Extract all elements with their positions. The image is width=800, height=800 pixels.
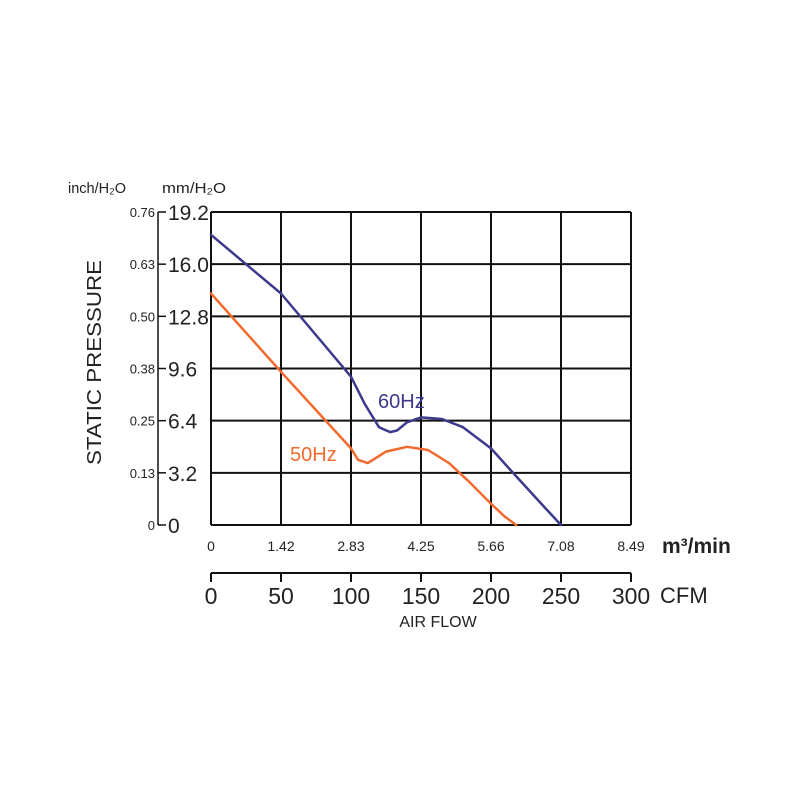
x-axis-title: AIR FLOW — [399, 614, 477, 631]
x-tick-label-m3min: 5.66 — [477, 538, 504, 554]
series-label-50hz: 50Hz — [290, 444, 337, 466]
y-tick-label-mm: 0 — [168, 515, 180, 538]
y-tick-label-inch: 0.50 — [130, 309, 155, 324]
y-tick-label-inch: 0.25 — [130, 414, 155, 429]
plot-grid — [210, 211, 632, 526]
performance-curves — [209, 233, 563, 527]
y-unit-primary-label: mm/H₂O — [162, 180, 226, 197]
x-unit-primary-label: CFM — [660, 583, 708, 608]
x-tick-label-cfm: 200 — [472, 583, 510, 609]
x-tick-label-cfm: 250 — [542, 583, 580, 609]
y-tick-label-mm: 9.6 — [168, 359, 197, 382]
x-tick-label-m3min: 8.49 — [617, 538, 644, 554]
y-tick-label-inch: 0.13 — [130, 466, 155, 481]
y-axis-title: STATIC PRESSURE — [84, 260, 106, 465]
y-tick-label-mm: 19.2 — [168, 202, 209, 225]
series-line-60hz — [209, 233, 563, 527]
x-tick-label-cfm: 100 — [332, 583, 370, 609]
x-tick-label-m3min: 7.08 — [547, 538, 574, 554]
x-tick-label-m3min: 2.83 — [337, 538, 364, 554]
x-tick-label-cfm: 0 — [205, 583, 218, 609]
y-unit-secondary-label: inch/H₂O — [68, 180, 126, 197]
y-tick-label-mm: 3.2 — [168, 463, 197, 486]
axes: 0 00.13 3.20.25 6.40.38 9.60.50 12.80.63 16.00… — [130, 202, 651, 609]
y-tick-label-mm: 12.8 — [168, 306, 209, 329]
y-tick-label-mm: 6.4 — [168, 411, 198, 434]
y-tick-label-inch: 0 — [148, 518, 155, 533]
y-tick-label-mm: 16.0 — [168, 254, 209, 277]
x-tick-label-cfm: 300 — [612, 583, 650, 609]
x-unit-secondary-label: m³/min — [662, 535, 731, 558]
x-tick-label-cfm: 150 — [402, 583, 440, 609]
x-tick-label-cfm: 50 — [268, 583, 294, 609]
x-tick-label-m3min: 4.25 — [407, 538, 434, 554]
y-tick-label-inch: 0.38 — [130, 362, 155, 377]
series-label-60hz: 60Hz — [378, 391, 425, 413]
series-labels: 60Hz 50Hz — [290, 391, 425, 466]
series-line-50hz — [209, 292, 518, 527]
y-tick-label-inch: 0.76 — [130, 205, 155, 220]
axis-labels: inch/H₂O mm/H₂O STATIC PRESSURE m³/min C… — [68, 180, 731, 631]
x-tick-label-m3min: 1.42 — [267, 538, 294, 554]
y-tick-label-inch: 0.63 — [130, 257, 155, 272]
x-tick-label-m3min: 0 — [207, 538, 215, 554]
